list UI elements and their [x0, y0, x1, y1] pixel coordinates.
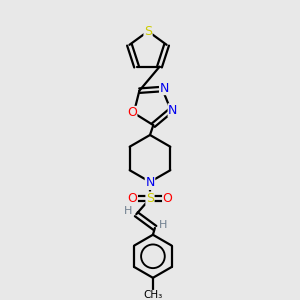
Text: O: O — [127, 106, 137, 119]
Text: N: N — [168, 104, 178, 117]
Text: N: N — [160, 82, 169, 94]
Text: S: S — [144, 25, 152, 38]
Text: S: S — [146, 192, 154, 205]
Text: H: H — [158, 220, 167, 230]
Text: CH₃: CH₃ — [143, 290, 163, 300]
Text: H: H — [124, 206, 133, 216]
Text: O: O — [128, 192, 137, 205]
Text: O: O — [163, 192, 172, 205]
Text: N: N — [145, 176, 155, 189]
